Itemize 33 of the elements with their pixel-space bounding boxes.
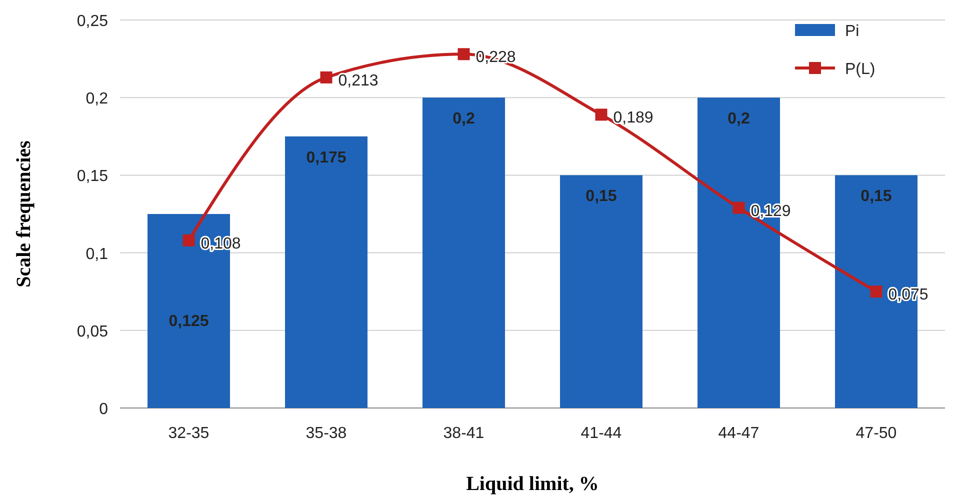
point <box>595 108 608 121</box>
bar <box>560 175 642 408</box>
bar <box>422 98 505 408</box>
y-tick-label: 0,2 <box>86 90 108 108</box>
data-label: 0,2 <box>728 110 750 128</box>
y-tick-label: 0,1 <box>86 246 108 263</box>
y-tick-label: 0,05 <box>76 323 108 340</box>
bar <box>285 136 368 408</box>
data-label: 0,15 <box>586 188 617 206</box>
x-tick-label: 32-35 <box>168 425 210 442</box>
point <box>458 48 470 60</box>
x-axis-title: Liquid limit, % <box>466 473 599 495</box>
legend-label: P(L) <box>845 61 876 78</box>
y-tick-label: 0,25 <box>76 13 108 30</box>
data-label: 0,125 <box>168 313 209 330</box>
data-label: 0,15 <box>860 188 892 206</box>
legend-label: Pi <box>845 23 860 40</box>
x-tick-label: 44-47 <box>718 425 760 442</box>
x-tick-label: 38-41 <box>443 425 484 442</box>
x-tick-label: 35-38 <box>306 425 347 442</box>
point <box>870 286 882 298</box>
point <box>732 202 745 214</box>
data-label: 0,189 <box>613 110 654 127</box>
data-label: 0,213 <box>338 72 378 90</box>
y-axis-title: Scale frequencies <box>13 140 35 288</box>
y-tick-label: 0,15 <box>76 168 108 186</box>
x-tick-label: 41-44 <box>580 425 622 442</box>
point <box>320 71 332 84</box>
point <box>182 234 195 246</box>
x-tick-label: 47-50 <box>856 425 897 442</box>
data-label: 0,175 <box>306 149 346 166</box>
y-tick-label: 0 <box>99 401 108 418</box>
data-label: 0,2 <box>452 110 475 128</box>
